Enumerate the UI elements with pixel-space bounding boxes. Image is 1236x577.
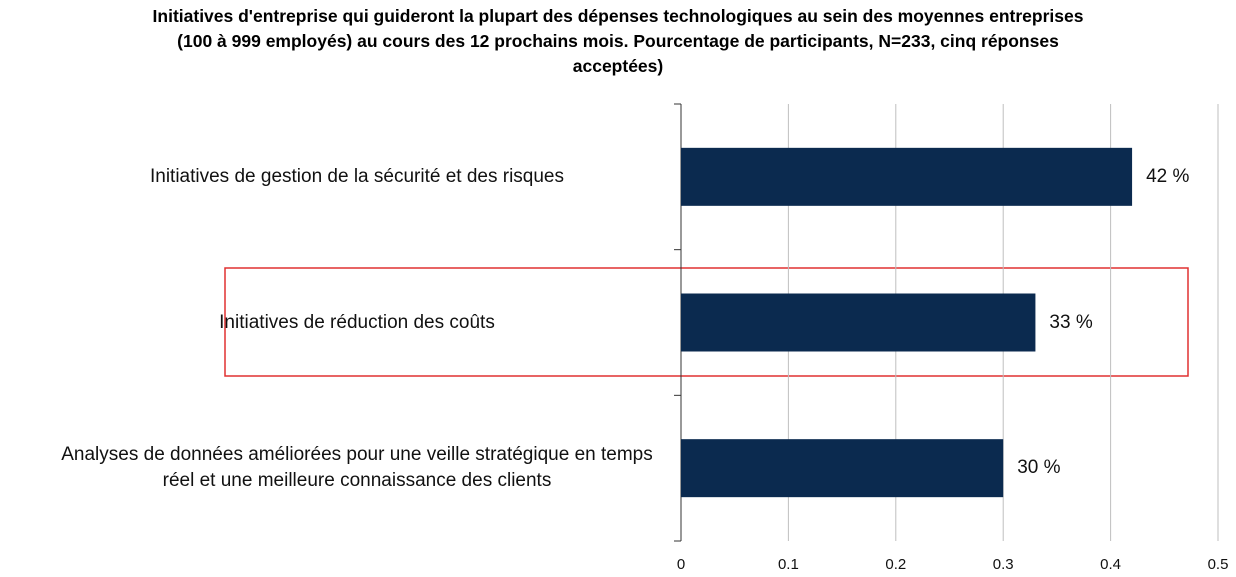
x-tick-label: 0.1 [777,556,799,573]
category-label-box: Analyses de données améliorées pour une … [57,398,657,538]
x-tick-label: 0 [676,556,686,573]
bar [681,439,1004,498]
bar [681,293,1036,352]
value-label: 33 % [1049,311,1093,333]
x-tick-label: 0.3 [992,556,1014,573]
x-tick-label: 0.2 [885,556,907,573]
category-label: Analyses de données améliorées pour une … [61,444,653,492]
chart-title: Initiatives d'entreprise qui guideront l… [152,6,1084,76]
category-label-box: Initiatives de réduction des coûts [57,253,657,393]
x-tick-label: 0.5 [1207,556,1229,573]
highlight-box [224,267,1189,377]
category-label-box: Initiatives de gestion de la sécurité et… [57,107,657,247]
category-label: Initiatives de gestion de la sécurité et… [149,165,564,187]
x-tick-label: 0.4 [1100,556,1122,573]
value-label: 42 % [1146,165,1190,187]
category-label: Initiatives de réduction des coûts [219,311,495,333]
bar [681,147,1133,206]
value-label: 30 % [1017,457,1061,479]
